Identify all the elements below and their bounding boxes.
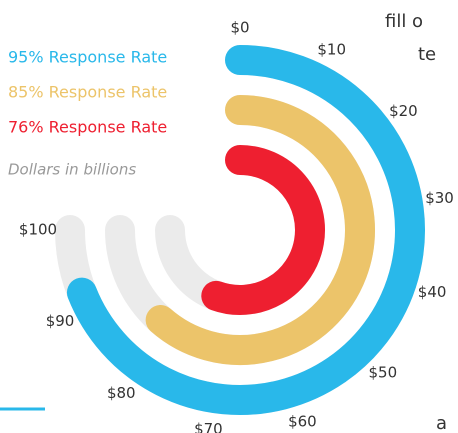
radial-bar (201, 145, 325, 315)
tick-label: $90 (46, 312, 75, 330)
cropped-text: fill o (385, 11, 423, 32)
radial-bar (145, 95, 375, 365)
cropped-text: a (436, 413, 447, 433)
tick-label: $30 (425, 189, 454, 207)
tick-label: $70 (194, 420, 223, 433)
legend-entry: 85% Response Rate (8, 83, 167, 102)
note: Dollars in billions (8, 161, 136, 179)
tick-label: $100 (19, 221, 57, 239)
tick-label: $80 (107, 384, 136, 402)
legend-entry: 95% Response Rate (8, 48, 167, 67)
radial-bar (66, 45, 425, 415)
tick-label: $10 (317, 41, 346, 59)
tick-label: $20 (389, 102, 418, 120)
tick-label: $0 (230, 19, 249, 37)
tick-label: $60 (288, 413, 317, 431)
tick-label: $40 (418, 283, 447, 301)
tick-label: $50 (369, 363, 398, 381)
cropped-text: te (418, 44, 436, 65)
legend-entry: 76% Response Rate (8, 118, 167, 137)
